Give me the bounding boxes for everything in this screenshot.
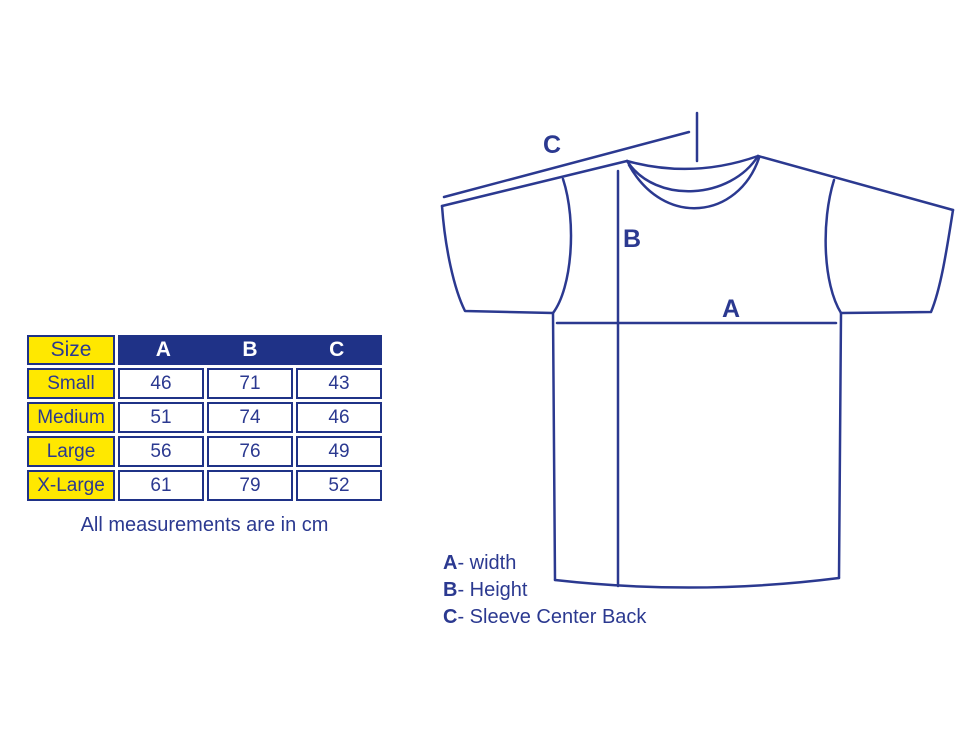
table-cell: 61 [118, 470, 204, 501]
tshirt-collar-outer-curve [625, 154, 760, 193]
table-cell: 43 [296, 368, 382, 399]
table-cell: 46 [118, 368, 204, 399]
tshirt-collar-inner-curve [627, 156, 761, 210]
legend-item-b: B- Height [443, 577, 646, 604]
tshirt-right-armhole [824, 178, 843, 315]
measurement-legend: A- width B- Height C- Sleeve Center Back [443, 550, 646, 631]
table-cell: 74 [207, 402, 293, 433]
tshirt-left-armhole [551, 177, 573, 315]
legend-desc-b: - Height [457, 579, 528, 601]
tshirt-bottom-hem [553, 576, 841, 589]
diagram-label-c: C [543, 131, 561, 159]
column-header-a: A [155, 338, 171, 361]
row-label-small: Small [27, 368, 115, 399]
legend-key-c: C [443, 606, 458, 628]
table-cell: 52 [296, 470, 382, 501]
table-cell: 46 [296, 402, 382, 433]
table-cell: 79 [207, 470, 293, 501]
size-table: Size A B C Small 46 71 43 Medium 51 74 4… [27, 335, 382, 501]
diagram-label-a: A [722, 295, 740, 323]
legend-item-c: C- Sleeve Center Back [443, 604, 646, 631]
legend-key-a: A [443, 552, 458, 574]
size-header-cell: Size [27, 335, 115, 365]
tshirt-left-sleeve-outline [440, 204, 555, 315]
table-cell: 76 [207, 436, 293, 467]
legend-key-b: B [443, 579, 458, 601]
tshirt-right-sleeve-outline [839, 208, 955, 315]
tshirt-body-right-side [837, 311, 843, 580]
column-header-c: C [329, 338, 345, 361]
table-cell: 56 [118, 436, 204, 467]
tshirt-right-shoulder-seam [756, 154, 955, 212]
legend-item-a: A- width [443, 550, 646, 577]
row-label-x-large: X-Large [27, 470, 115, 501]
tshirt-body-left-side [551, 311, 557, 582]
row-label-large: Large [27, 436, 115, 467]
legend-desc-c: - Sleeve Center Back [457, 606, 647, 628]
table-cell: 49 [296, 436, 382, 467]
tshirt-left-shoulder-seam [440, 159, 629, 208]
units-caption: All measurements are in cm [80, 514, 329, 536]
row-label-medium: Medium [27, 402, 115, 433]
table-cell: 71 [207, 368, 293, 399]
measurement-line-c [442, 130, 691, 199]
measurement-header-bar: A B C [118, 335, 382, 365]
table-cell: 51 [118, 402, 204, 433]
diagram-label-b: B [623, 225, 641, 253]
column-header-b: B [242, 338, 258, 361]
legend-desc-a: - width [457, 552, 517, 574]
tshirt-back-neckline [625, 154, 760, 171]
